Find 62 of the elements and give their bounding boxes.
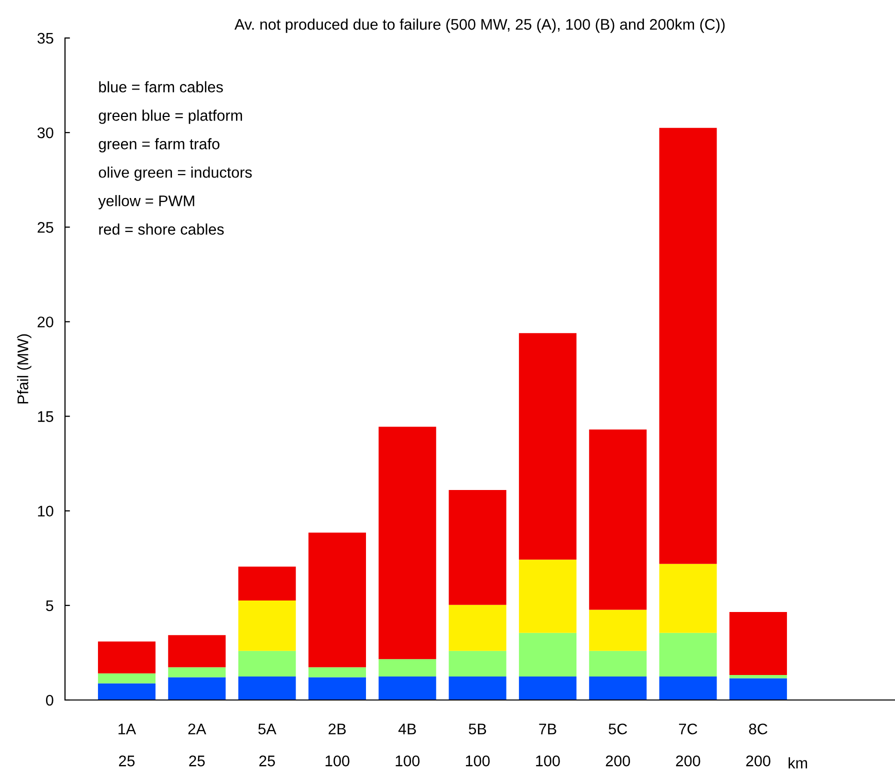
bar (589, 676, 647, 700)
y-tick-label: 0 (46, 694, 54, 706)
y-tick-label: 15 (38, 411, 54, 422)
category-label: 7B 100 (536, 724, 560, 766)
bar (448, 676, 506, 700)
bar (378, 676, 436, 700)
category-label: 8C 200 (746, 724, 770, 766)
bar (98, 683, 156, 700)
bar (238, 676, 296, 700)
bar (518, 676, 576, 700)
y-tick-label: 25 (38, 222, 54, 233)
y-axis-title: Pfail (MW) (17, 334, 32, 404)
bar (238, 650, 296, 677)
bar (308, 532, 366, 668)
bar (448, 490, 506, 605)
category-label: 2B 100 (326, 724, 350, 766)
annotation: yellow = PWM (98, 195, 194, 210)
bar (729, 675, 787, 678)
bar (98, 673, 156, 684)
bar (168, 667, 226, 678)
y-tick-label: 5 (46, 600, 54, 612)
y-tick-label: 10 (38, 506, 54, 517)
text: km (788, 757, 808, 768)
bar (589, 610, 647, 651)
bar (238, 600, 296, 651)
bar (589, 650, 647, 677)
bar (238, 566, 296, 601)
category-label: 5C 200 (606, 724, 630, 766)
bar (98, 642, 156, 674)
category-label: 7C 200 (676, 724, 700, 766)
category-label: 2A 25 (188, 724, 206, 766)
annotation: green = farm trafo (98, 138, 220, 152)
bar (168, 635, 226, 668)
annotation: blue = farm cables (99, 81, 223, 92)
bar (378, 426, 436, 660)
bar (448, 650, 506, 677)
y-tick-label: 20 (38, 316, 54, 328)
bar (168, 677, 226, 700)
bar (659, 632, 717, 677)
bar (308, 677, 366, 700)
bar (378, 659, 436, 677)
annotation: red = shore cables (99, 224, 224, 235)
annotation: olive green = inductors (98, 166, 252, 181)
bar (729, 612, 787, 676)
bar (659, 564, 717, 633)
category-label: 1A 25 (118, 724, 136, 766)
bar (308, 667, 366, 678)
bar (659, 676, 717, 700)
category-label: 5A 25 (258, 724, 276, 766)
bar (448, 604, 506, 651)
bar (659, 128, 717, 564)
bar (729, 678, 787, 700)
category-label: 4B 100 (396, 724, 420, 766)
chart-title: Av. not produced due to failure (500 MW, 25 (A), 100 (B) and 200km (C)) (234, 18, 725, 33)
category-label: 5B 100 (466, 724, 490, 766)
annotation: green blue = platform (98, 110, 242, 124)
bar (518, 333, 576, 560)
bar (589, 430, 647, 610)
y-tick-label: 35 (37, 32, 54, 44)
y-tick-label: 30 (37, 127, 54, 138)
bar (518, 560, 576, 633)
bar (518, 632, 576, 677)
